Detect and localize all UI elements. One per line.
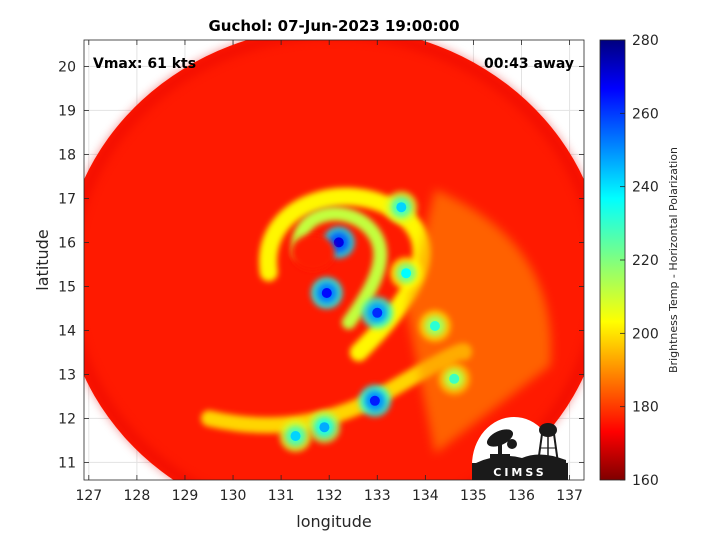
colorbar: 160 180 200 220 240 260 280 Brightness Temp - … <box>599 33 680 489</box>
y-axis-label: latitude <box>33 229 52 290</box>
x-tick-label: 135 <box>460 488 487 504</box>
microwave-swath <box>84 40 584 480</box>
colorbar-tick-label: 280 <box>632 33 659 49</box>
chart-title: Guchol: 07-Jun-2023 19:00:00 <box>208 17 459 35</box>
convective-cell <box>308 411 341 444</box>
y-tick-label: 11 <box>58 455 76 471</box>
x-axis-ticks: 127 128 129 130 131 132 133 134 135 136 137 <box>75 40 583 504</box>
y-tick-label: 19 <box>58 103 76 119</box>
x-axis-label: longitude <box>296 512 371 531</box>
y-tick-label: 16 <box>58 235 76 251</box>
y-tick-label: 18 <box>58 147 76 163</box>
vmax-annotation: Vmax: 61 kts <box>93 56 196 72</box>
x-tick-label: 136 <box>508 488 535 504</box>
cell-core <box>290 431 301 441</box>
cell-core <box>319 422 330 433</box>
spiral-band-inner <box>291 206 388 330</box>
y-tick-label: 13 <box>58 367 76 383</box>
x-tick-label: 134 <box>412 488 439 504</box>
convective-cell <box>361 296 394 329</box>
plot-frame <box>83 39 585 481</box>
colorbar-tick-label: 260 <box>632 106 659 122</box>
x-tick-label: 128 <box>124 488 151 504</box>
cell-core <box>429 321 440 331</box>
cell-core <box>372 307 383 318</box>
x-tick-label: 131 <box>268 488 295 504</box>
time-away-annotation: 00:43 away <box>484 56 574 72</box>
colorbar-tick-label: 240 <box>632 180 659 196</box>
y-tick-label: 17 <box>58 191 76 207</box>
convective-cell <box>385 191 418 224</box>
x-tick-label: 130 <box>220 488 247 504</box>
y-axis-ticks: 11 12 13 14 15 16 17 18 19 20 <box>58 59 584 471</box>
convective-cell <box>310 277 343 309</box>
x-tick-label: 127 <box>75 488 102 504</box>
cell-core <box>396 202 407 213</box>
colorbar-ticks: 160 180 200 220 240 260 280 <box>620 33 659 489</box>
cell-core <box>369 395 380 406</box>
convective-cell <box>390 257 423 290</box>
colorbar-tick-label: 200 <box>632 326 659 342</box>
eye-center <box>290 234 335 271</box>
x-tick-label: 133 <box>364 488 391 504</box>
colorbar-label: Brightness Temp - Horizontal Polarizatio… <box>667 147 680 373</box>
y-tick-label: 14 <box>58 323 76 339</box>
cimss-logo: CIMSS <box>472 417 568 480</box>
x-tick-label: 137 <box>556 488 583 504</box>
logo-text: CIMSS <box>493 466 546 479</box>
cell-core <box>321 288 332 298</box>
colorbar-tick-label: 160 <box>632 473 659 489</box>
convective-cell <box>418 310 451 342</box>
convective-cell <box>438 362 471 395</box>
y-tick-label: 20 <box>58 59 76 75</box>
cell-core <box>401 268 412 279</box>
colorbar-tick-label: 220 <box>632 253 659 269</box>
x-tick-label: 132 <box>316 488 343 504</box>
x-tick-label: 129 <box>172 488 199 504</box>
y-tick-label: 12 <box>58 411 76 427</box>
y-tick-label: 15 <box>58 279 76 295</box>
cell-core <box>333 237 344 248</box>
convective-cell <box>358 384 391 417</box>
convective-cell <box>279 420 312 452</box>
cell-core <box>449 373 460 384</box>
colorbar-tick-label: 180 <box>632 400 659 416</box>
